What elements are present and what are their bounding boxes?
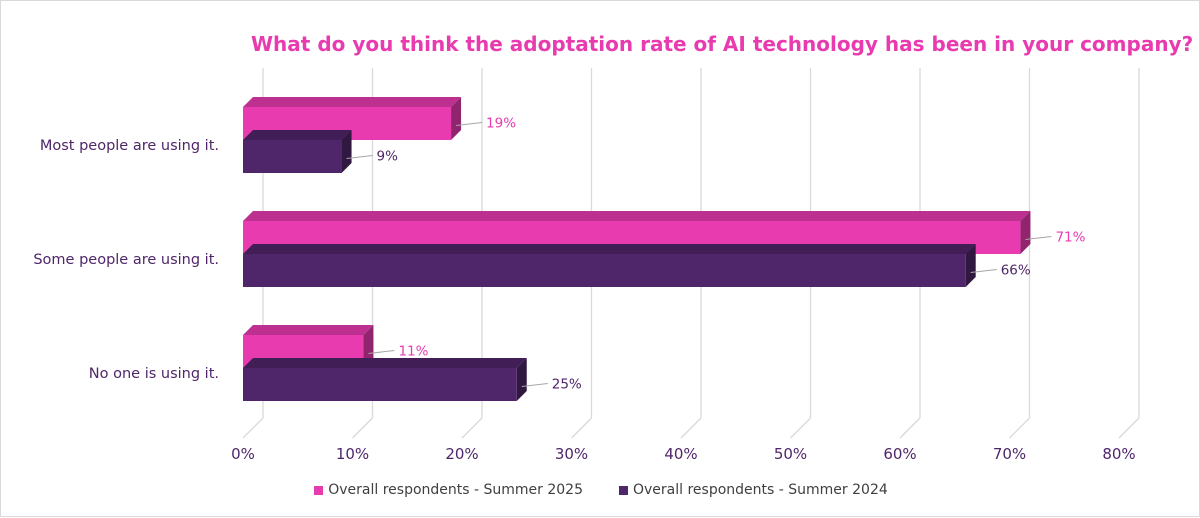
category-label: Some people are using it. (33, 252, 219, 268)
x-tick-label: 30% (555, 445, 588, 463)
data-label: 11% (398, 344, 428, 360)
bar-s2-side (516, 358, 527, 401)
bar-s2-face (243, 368, 517, 401)
x-tick-label: 70% (993, 445, 1026, 463)
x-tick-label: 80% (1102, 445, 1135, 463)
data-label: 9% (377, 149, 399, 165)
data-label: 66% (1001, 263, 1031, 279)
gridline-floor (461, 417, 483, 439)
bar-s2-side (341, 130, 352, 173)
bar-s2-face (243, 254, 966, 287)
bar-s2-top (243, 130, 352, 140)
gridline-floor (242, 417, 264, 439)
category-label: Most people are using it. (40, 138, 219, 154)
data-label-leader (1025, 236, 1052, 240)
bar-s1-top (243, 211, 1031, 221)
gridline-floor (790, 417, 811, 439)
bar-s2-side (965, 244, 976, 287)
x-tick-label: 10% (336, 445, 369, 463)
bar-s1-top (243, 97, 462, 107)
x-tick-label: 60% (883, 445, 916, 463)
data-label: 19% (486, 116, 516, 132)
data-label-leader (970, 269, 997, 273)
data-label-leader (521, 383, 548, 387)
legend-swatch-2025 (314, 485, 324, 495)
data-label-leader (346, 155, 373, 159)
gridline-floor (352, 417, 373, 439)
data-label-leader (368, 350, 395, 354)
x-tick-label: 50% (774, 445, 807, 463)
bar-s2-top (243, 358, 527, 368)
bar-s1-side (1020, 211, 1031, 254)
legend-item-2024: Overall respondents - Summer 2024 (619, 482, 888, 498)
gridline-floor (571, 417, 592, 439)
gridline-floor (680, 417, 702, 439)
legend-label-2025: Overall respondents - Summer 2025 (328, 482, 583, 498)
data-label: 71% (1055, 230, 1085, 246)
chart-title: What do you think the adoptation rate of… (251, 32, 1194, 56)
legend-item-2025: Overall respondents - Summer 2025 (314, 482, 583, 498)
data-label: 25% (552, 377, 582, 393)
x-tick-label: 40% (664, 445, 697, 463)
chart-legend: Overall respondents - Summer 2025 Overal… (1, 482, 1200, 498)
bar-s1-side (451, 97, 462, 140)
x-tick-label: 0% (231, 445, 255, 463)
category-label: No one is using it. (89, 366, 219, 382)
bar-s1-side (363, 325, 374, 368)
legend-swatch-2024 (619, 485, 628, 495)
gridline-floor (899, 417, 921, 439)
bar-s1-top (243, 325, 374, 335)
x-tick-label: 20% (445, 445, 478, 463)
legend-label-2024: Overall respondents - Summer 2024 (633, 482, 888, 498)
gridline-floor (1118, 417, 1140, 439)
bar-s2-face (243, 140, 342, 173)
data-label-leader (455, 122, 483, 126)
gridline-floor (1009, 417, 1030, 439)
bar-s2-top (243, 244, 976, 254)
